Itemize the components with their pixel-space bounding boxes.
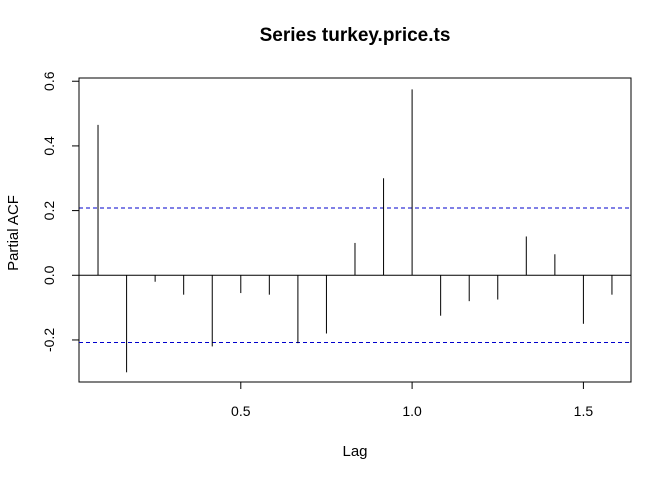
y-tick-label: 0.2: [41, 201, 57, 221]
x-axis: 0.5 1.0 1.5: [231, 381, 594, 419]
pacf-spikes: [97, 89, 613, 373]
y-axis: -0.2 0.0 0.2 0.4 0.6: [41, 71, 80, 352]
y-tick-label: -0.2: [41, 328, 57, 352]
y-tick-label: 0.4: [41, 136, 57, 156]
y-tick-label: 0.0: [41, 265, 57, 285]
x-axis-label: Lag: [342, 443, 367, 460]
y-tick-label: 0.6: [41, 71, 57, 91]
plot-frame: [78, 77, 632, 383]
chart-title: Series turkey.price.ts: [260, 25, 451, 46]
x-tick-label: 1.0: [402, 403, 422, 419]
x-tick-label: 1.5: [574, 403, 594, 419]
x-tick-label: 0.5: [231, 403, 251, 419]
y-axis-label: Partial ACF: [5, 195, 22, 271]
